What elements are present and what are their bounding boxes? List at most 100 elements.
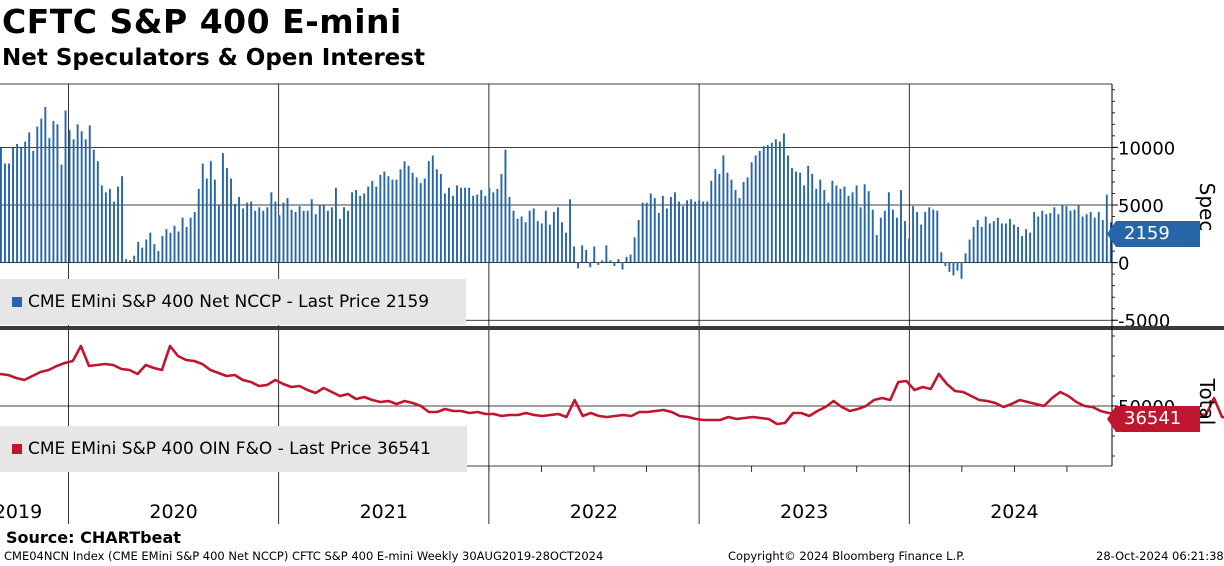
spec-bar <box>686 200 689 263</box>
spec-bar <box>189 217 192 263</box>
spec-bar <box>278 215 281 263</box>
spec-bar <box>1081 216 1084 263</box>
spec-bar <box>791 168 793 263</box>
spec-bar <box>476 194 479 263</box>
spec-bar <box>367 186 370 263</box>
spec-bar <box>1017 226 1019 263</box>
spec-bar <box>322 205 325 263</box>
spec-bar <box>694 201 697 263</box>
spec-bar <box>226 168 228 263</box>
spec-bar <box>932 209 935 263</box>
spec-bar <box>657 213 660 263</box>
spec-bar <box>754 155 757 263</box>
spec-bar <box>480 190 483 263</box>
gridlines <box>0 83 1112 524</box>
spec-bar <box>334 187 337 263</box>
spec-bar <box>629 254 632 263</box>
spec-bar <box>1061 205 1064 263</box>
spec-bars <box>0 107 1112 279</box>
spec-bar <box>383 171 386 263</box>
x-tick-label: 2019 <box>0 501 42 523</box>
spec-bar <box>778 141 781 263</box>
spec-bar <box>653 198 656 263</box>
spec-bar <box>133 255 136 263</box>
spec-bar <box>674 192 676 263</box>
x-tick-label: 2024 <box>990 501 1038 523</box>
spec-bar <box>492 192 495 263</box>
spec-bar <box>254 210 257 263</box>
spec-bar <box>294 211 297 263</box>
spec-bar <box>359 195 362 263</box>
spec-bar <box>443 193 446 263</box>
spec-bar <box>100 185 103 263</box>
spec-bar <box>415 177 418 263</box>
spec-bar <box>601 260 604 263</box>
x-tick-label: 2020 <box>149 501 197 523</box>
spec-bar <box>395 179 398 263</box>
legend-spec-label: CME EMini S&P 400 Net NCCP - Last Price … <box>28 292 430 312</box>
spec-bar <box>1105 194 1108 263</box>
spec-bar <box>165 229 168 263</box>
spec-bar <box>508 196 511 263</box>
spec-bar <box>399 169 402 263</box>
spec-bar <box>544 210 547 263</box>
spec-bar <box>649 193 652 263</box>
spec-bar <box>104 192 107 263</box>
spec-bar <box>690 199 693 263</box>
spec-bar <box>258 207 261 263</box>
spec-bar <box>88 125 91 263</box>
spec-bar <box>318 205 321 263</box>
spec-bar <box>770 142 773 263</box>
spec-bar <box>940 252 943 263</box>
spec-bar <box>1089 211 1092 263</box>
spec-bar <box>710 180 713 263</box>
spec-bar <box>185 226 188 263</box>
spec-bar <box>714 169 717 263</box>
spec-bar <box>573 246 576 263</box>
spec-bar <box>205 178 208 263</box>
spec-bar <box>855 185 858 263</box>
spec-bar <box>274 201 277 263</box>
spec-bar <box>980 226 983 263</box>
spec-bar <box>746 177 749 263</box>
spec-bar <box>4 163 6 263</box>
spec-bar <box>577 262 580 269</box>
spec-bar <box>831 180 834 263</box>
spec-bar <box>197 188 200 263</box>
spec-bar <box>347 210 349 263</box>
spec-bar <box>60 164 63 263</box>
spec-bar <box>569 199 571 263</box>
spec-bar <box>427 161 430 263</box>
spec-bar <box>581 245 584 263</box>
panel-separator <box>0 326 1224 330</box>
spec-bar <box>948 262 951 272</box>
spec-bar <box>920 224 923 263</box>
spec-bar <box>960 262 963 279</box>
source-label: Source: CHARTbeat <box>6 528 181 547</box>
spec-bar <box>536 221 539 263</box>
spec-bar <box>92 149 95 263</box>
footer-index-info: CME04NCN Index (CME EMini S&P 400 Net NC… <box>4 549 604 563</box>
spec-bar <box>456 185 458 263</box>
spec-bar <box>819 179 822 263</box>
spec-bar <box>72 139 75 263</box>
spec-bar <box>169 232 172 263</box>
legend-swatch-spec <box>12 297 22 307</box>
footer-copyright: Copyright© 2024 Bloomberg Finance L.P. <box>728 549 965 563</box>
spec-bar <box>117 186 119 263</box>
spec-bar <box>799 172 802 263</box>
spec-bar <box>262 210 265 263</box>
spec-bar <box>484 195 487 263</box>
ytick-label-top: 10000 <box>1118 138 1175 159</box>
ytick-label-top: 5000 <box>1118 196 1164 217</box>
spec-bar <box>464 187 467 263</box>
spec-bar <box>1021 236 1024 263</box>
spec-bar <box>645 202 648 263</box>
spec-bar <box>314 214 317 263</box>
spec-bar <box>823 190 826 263</box>
spec-bar <box>500 173 503 263</box>
spec-bar <box>972 226 975 263</box>
spec-bar <box>419 183 422 263</box>
spec-bar <box>1053 207 1056 263</box>
spec-bar <box>726 172 729 263</box>
